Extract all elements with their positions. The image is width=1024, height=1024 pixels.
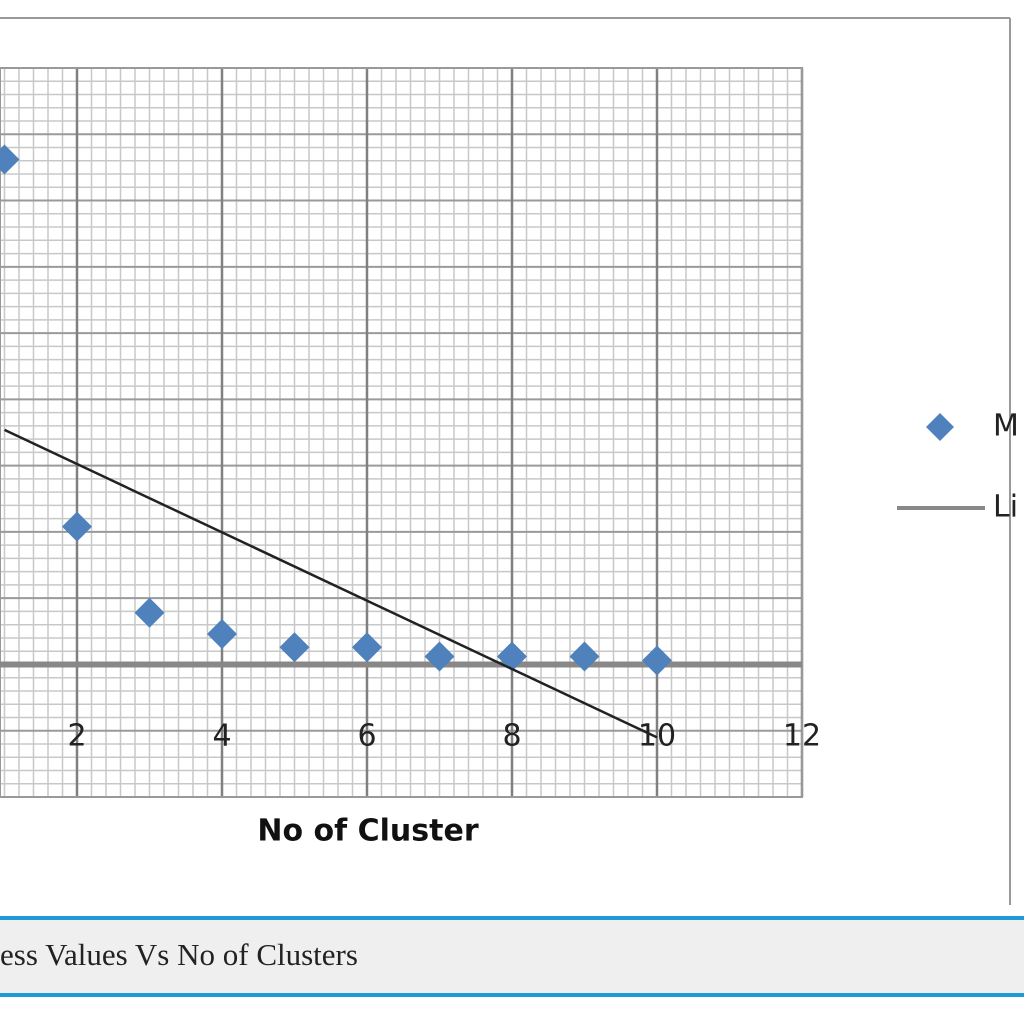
x-tick-label: 6 <box>357 719 376 754</box>
plot-border <box>0 67 803 798</box>
x-tick-label: 8 <box>502 719 521 754</box>
data-point <box>207 618 237 649</box>
data-point <box>569 641 600 672</box>
caption: ess Values Vs No of Clusters <box>0 937 358 972</box>
data-point <box>0 144 20 175</box>
data-point <box>352 632 382 663</box>
data-point <box>642 645 672 676</box>
trend-line <box>3 428 658 739</box>
x-tick-label: 4 <box>212 719 231 754</box>
legend-label: M <box>993 409 1019 444</box>
caption-bar <box>0 918 1024 995</box>
data-point <box>424 641 455 672</box>
plot-area: 2 4 6 8 10 12 <box>0 67 821 798</box>
legend-marker <box>926 413 954 441</box>
data-point <box>497 641 527 672</box>
data-point <box>134 597 165 628</box>
legend-label: Li <box>993 490 1018 525</box>
plot-background <box>0 68 802 797</box>
data-point <box>279 632 310 663</box>
x-tick-label: 2 <box>67 719 86 754</box>
data-point <box>62 511 92 542</box>
x-axis-title: No of Cluster <box>257 814 478 849</box>
